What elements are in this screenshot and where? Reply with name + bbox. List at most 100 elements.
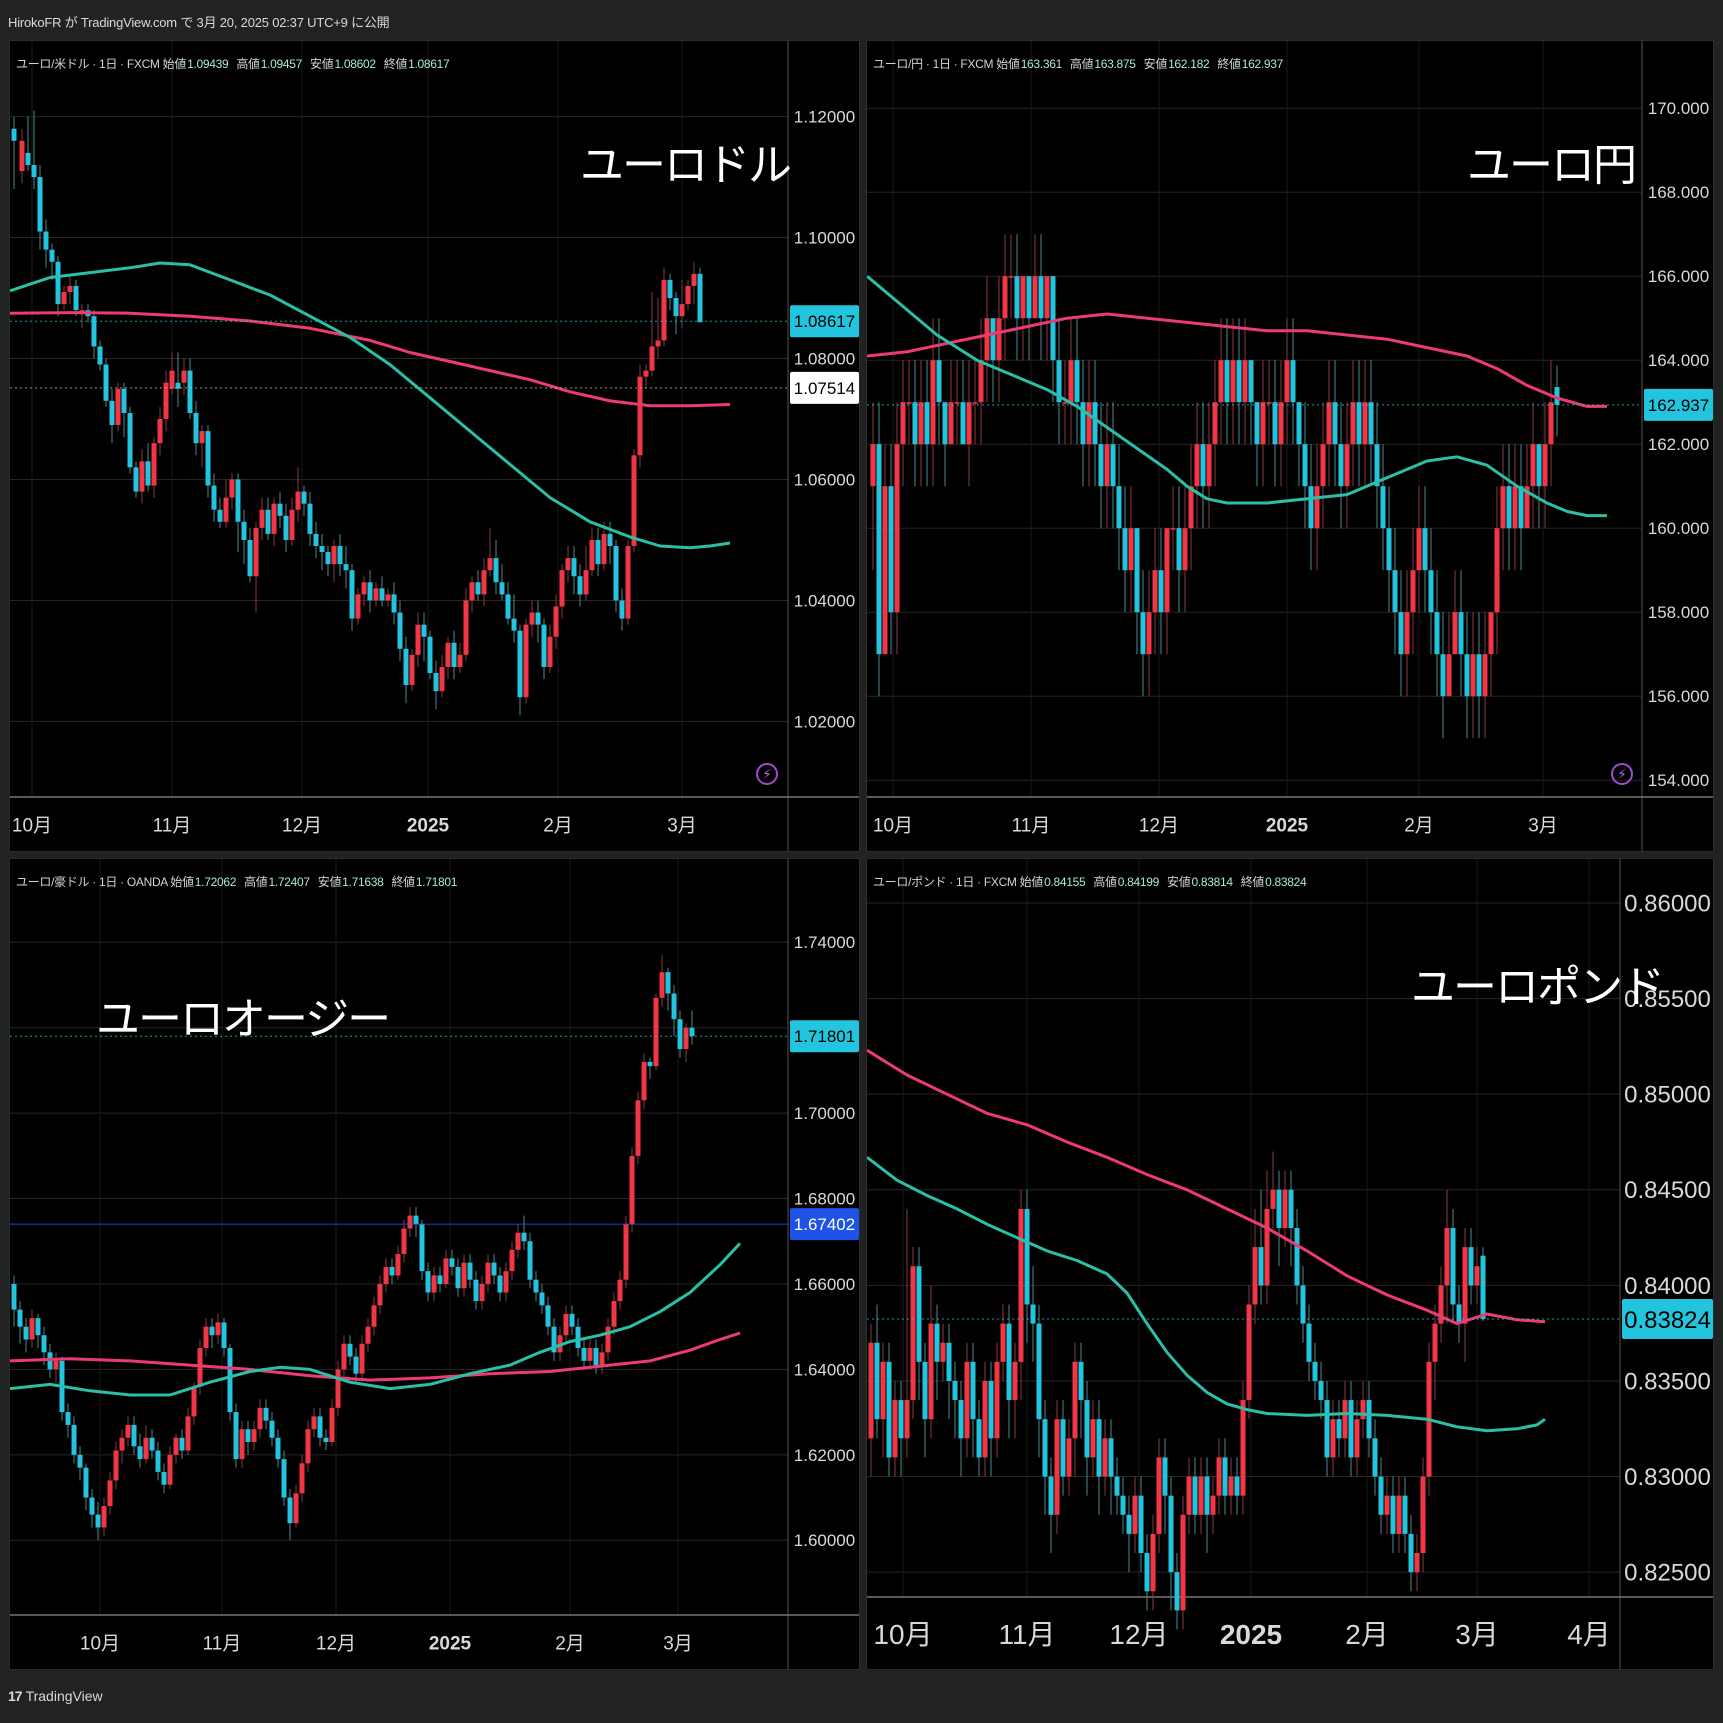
candle	[431, 1266, 437, 1302]
price-tick-label: 1.60000	[794, 1531, 855, 1550]
ohlc-legend[interactable]: ユーロ/米ドル · 1日 · FXCM 始値1.09439 高値1.09457 安値…	[16, 55, 457, 72]
time-axis[interactable]: 10月 11月 12月 2025 2月 3月 4月	[873, 1619, 1610, 1650]
ohlc-legend[interactable]: ユーロ/ポンド · 1日 · FXCM 始値0.84155 高値0.84199 安値…	[873, 873, 1314, 890]
ohlc-legend[interactable]: ユーロ/円 · 1日 · FXCM 始値163.361 高値163.875 安値16…	[873, 55, 1291, 72]
candle	[1000, 1304, 1006, 1381]
candle	[481, 558, 487, 607]
candle	[1524, 444, 1530, 529]
price-tick-label: 1.66000	[794, 1275, 855, 1294]
close-label: 終値	[1240, 875, 1265, 889]
chart-pane-eurjpy[interactable]: 170.000 168.000 166.000 164.000 162.000 160.0…	[866, 40, 1714, 852]
candle	[551, 1318, 557, 1361]
candle	[367, 570, 373, 613]
candle	[115, 382, 121, 432]
open-value: 163.361	[1020, 57, 1063, 71]
low-value: 0.83814	[1191, 875, 1233, 889]
candle	[1300, 1266, 1306, 1343]
lightning-icon[interactable]: ⚡	[756, 763, 778, 785]
candle	[942, 402, 948, 487]
candle	[305, 1420, 311, 1472]
candlesticks	[868, 1151, 1486, 1630]
candle	[515, 1224, 521, 1259]
candle	[209, 1318, 215, 1349]
close-value: 1.71801	[415, 875, 458, 889]
candle	[401, 1219, 407, 1263]
candle	[95, 1501, 101, 1541]
time-tick-label: 12月	[1139, 816, 1179, 837]
time-tick-label: 11月	[1012, 816, 1051, 837]
price-axis[interactable]: 0.86000 0.85500 0.85000 0.84500 0.84000 0.835…	[1624, 890, 1711, 1586]
time-tick-label: 2月	[555, 1634, 585, 1655]
candle	[361, 576, 367, 607]
candle	[685, 279, 691, 311]
chart-canvas[interactable]: 1.12000 1.10000 1.08000 1.06000 1.04000 1.020…	[10, 41, 860, 852]
high-label: 高値	[1093, 875, 1117, 889]
candle	[1066, 1419, 1072, 1496]
candle	[1450, 1208, 1456, 1324]
time-axis[interactable]: 10月 11月 12月 2025 2月 3月	[873, 816, 1558, 837]
candle	[874, 1304, 880, 1439]
time-axis[interactable]: 10月 11月 12月 2025 2月 3月	[12, 816, 697, 837]
lightning-icon[interactable]: ⚡	[1611, 763, 1633, 785]
candle	[25, 116, 31, 172]
chart-pane-eurusd[interactable]: 1.12000 1.10000 1.08000 1.06000 1.04000 1.020…	[9, 40, 860, 852]
candle	[922, 1342, 928, 1458]
candle	[1138, 1476, 1144, 1573]
candle	[61, 285, 67, 311]
time-tick-label: 11月	[203, 1634, 242, 1655]
chart-pane-eurgbp[interactable]: 0.86000 0.85500 0.85000 0.84500 0.84000 0.835…	[866, 858, 1714, 1670]
candle	[1378, 1457, 1384, 1534]
candle	[940, 1323, 946, 1381]
ohlc-legend[interactable]: ユーロ/豪ドル · 1日 · OANDA 始値1.72062 高値1.72407 安…	[16, 873, 465, 890]
chart-canvas[interactable]: 1.74000 1.70000 1.68000 1.66000 1.64000 1.620…	[10, 859, 860, 1670]
candle	[43, 219, 49, 268]
candle	[157, 406, 163, 456]
candle	[978, 318, 984, 445]
chart-pane-euraud[interactable]: 1.74000 1.70000 1.68000 1.66000 1.64000 1.620…	[9, 858, 860, 1670]
candle	[523, 618, 529, 704]
candle	[575, 1318, 581, 1357]
candle	[1356, 360, 1362, 487]
candle	[397, 600, 403, 661]
candle	[443, 1249, 449, 1289]
candle	[1150, 1514, 1156, 1611]
high-label: 高値	[236, 57, 260, 71]
candle	[1122, 486, 1128, 613]
chart-canvas[interactable]: 170.000 168.000 166.000 164.000 162.000 160.0…	[867, 41, 1714, 852]
chart-canvas[interactable]: 0.86000 0.85500 0.85000 0.84500 0.84000 0.835…	[867, 859, 1714, 1670]
candle	[109, 388, 115, 444]
candle	[1392, 528, 1398, 655]
candle	[1320, 402, 1326, 529]
candle	[529, 600, 535, 637]
candle	[1030, 1266, 1036, 1362]
candle	[59, 1356, 65, 1421]
candle	[253, 521, 259, 613]
candle	[65, 1403, 71, 1438]
candle	[11, 1275, 17, 1327]
chart-annotation-title: ユーロオージー	[96, 995, 391, 1044]
candle	[1186, 1457, 1192, 1534]
candle	[952, 1361, 958, 1439]
candle	[1236, 318, 1242, 445]
candle	[563, 1305, 569, 1344]
candle	[1060, 1400, 1066, 1496]
price-axis[interactable]: 170.000 168.000 166.000 164.000 162.000 160.0…	[1648, 99, 1709, 790]
price-tick-label: 160.000	[1648, 519, 1709, 538]
tradingview-logo[interactable]: 17 TradingView	[8, 1688, 103, 1704]
candle	[485, 1254, 491, 1293]
candle	[691, 261, 697, 305]
candle	[928, 1285, 934, 1439]
candle	[1248, 360, 1254, 445]
time-axis[interactable]: 10月 11月 12月 2025 2月 3月	[80, 1634, 693, 1655]
candle	[936, 318, 942, 445]
close-value: 1.08617	[408, 57, 450, 71]
price-axis[interactable]: 1.12000 1.10000 1.08000 1.06000 1.04000 1.020…	[794, 108, 855, 732]
chart-annotation-title: ユーロポンド	[1411, 963, 1665, 1012]
candle	[505, 582, 511, 625]
candle	[1252, 1208, 1258, 1324]
candle	[467, 1254, 473, 1289]
candle	[1368, 360, 1374, 487]
low-label: 安値	[1167, 875, 1191, 889]
candle	[1188, 444, 1194, 571]
price-axis[interactable]: 1.74000 1.70000 1.68000 1.66000 1.64000 1.620…	[794, 933, 855, 1550]
